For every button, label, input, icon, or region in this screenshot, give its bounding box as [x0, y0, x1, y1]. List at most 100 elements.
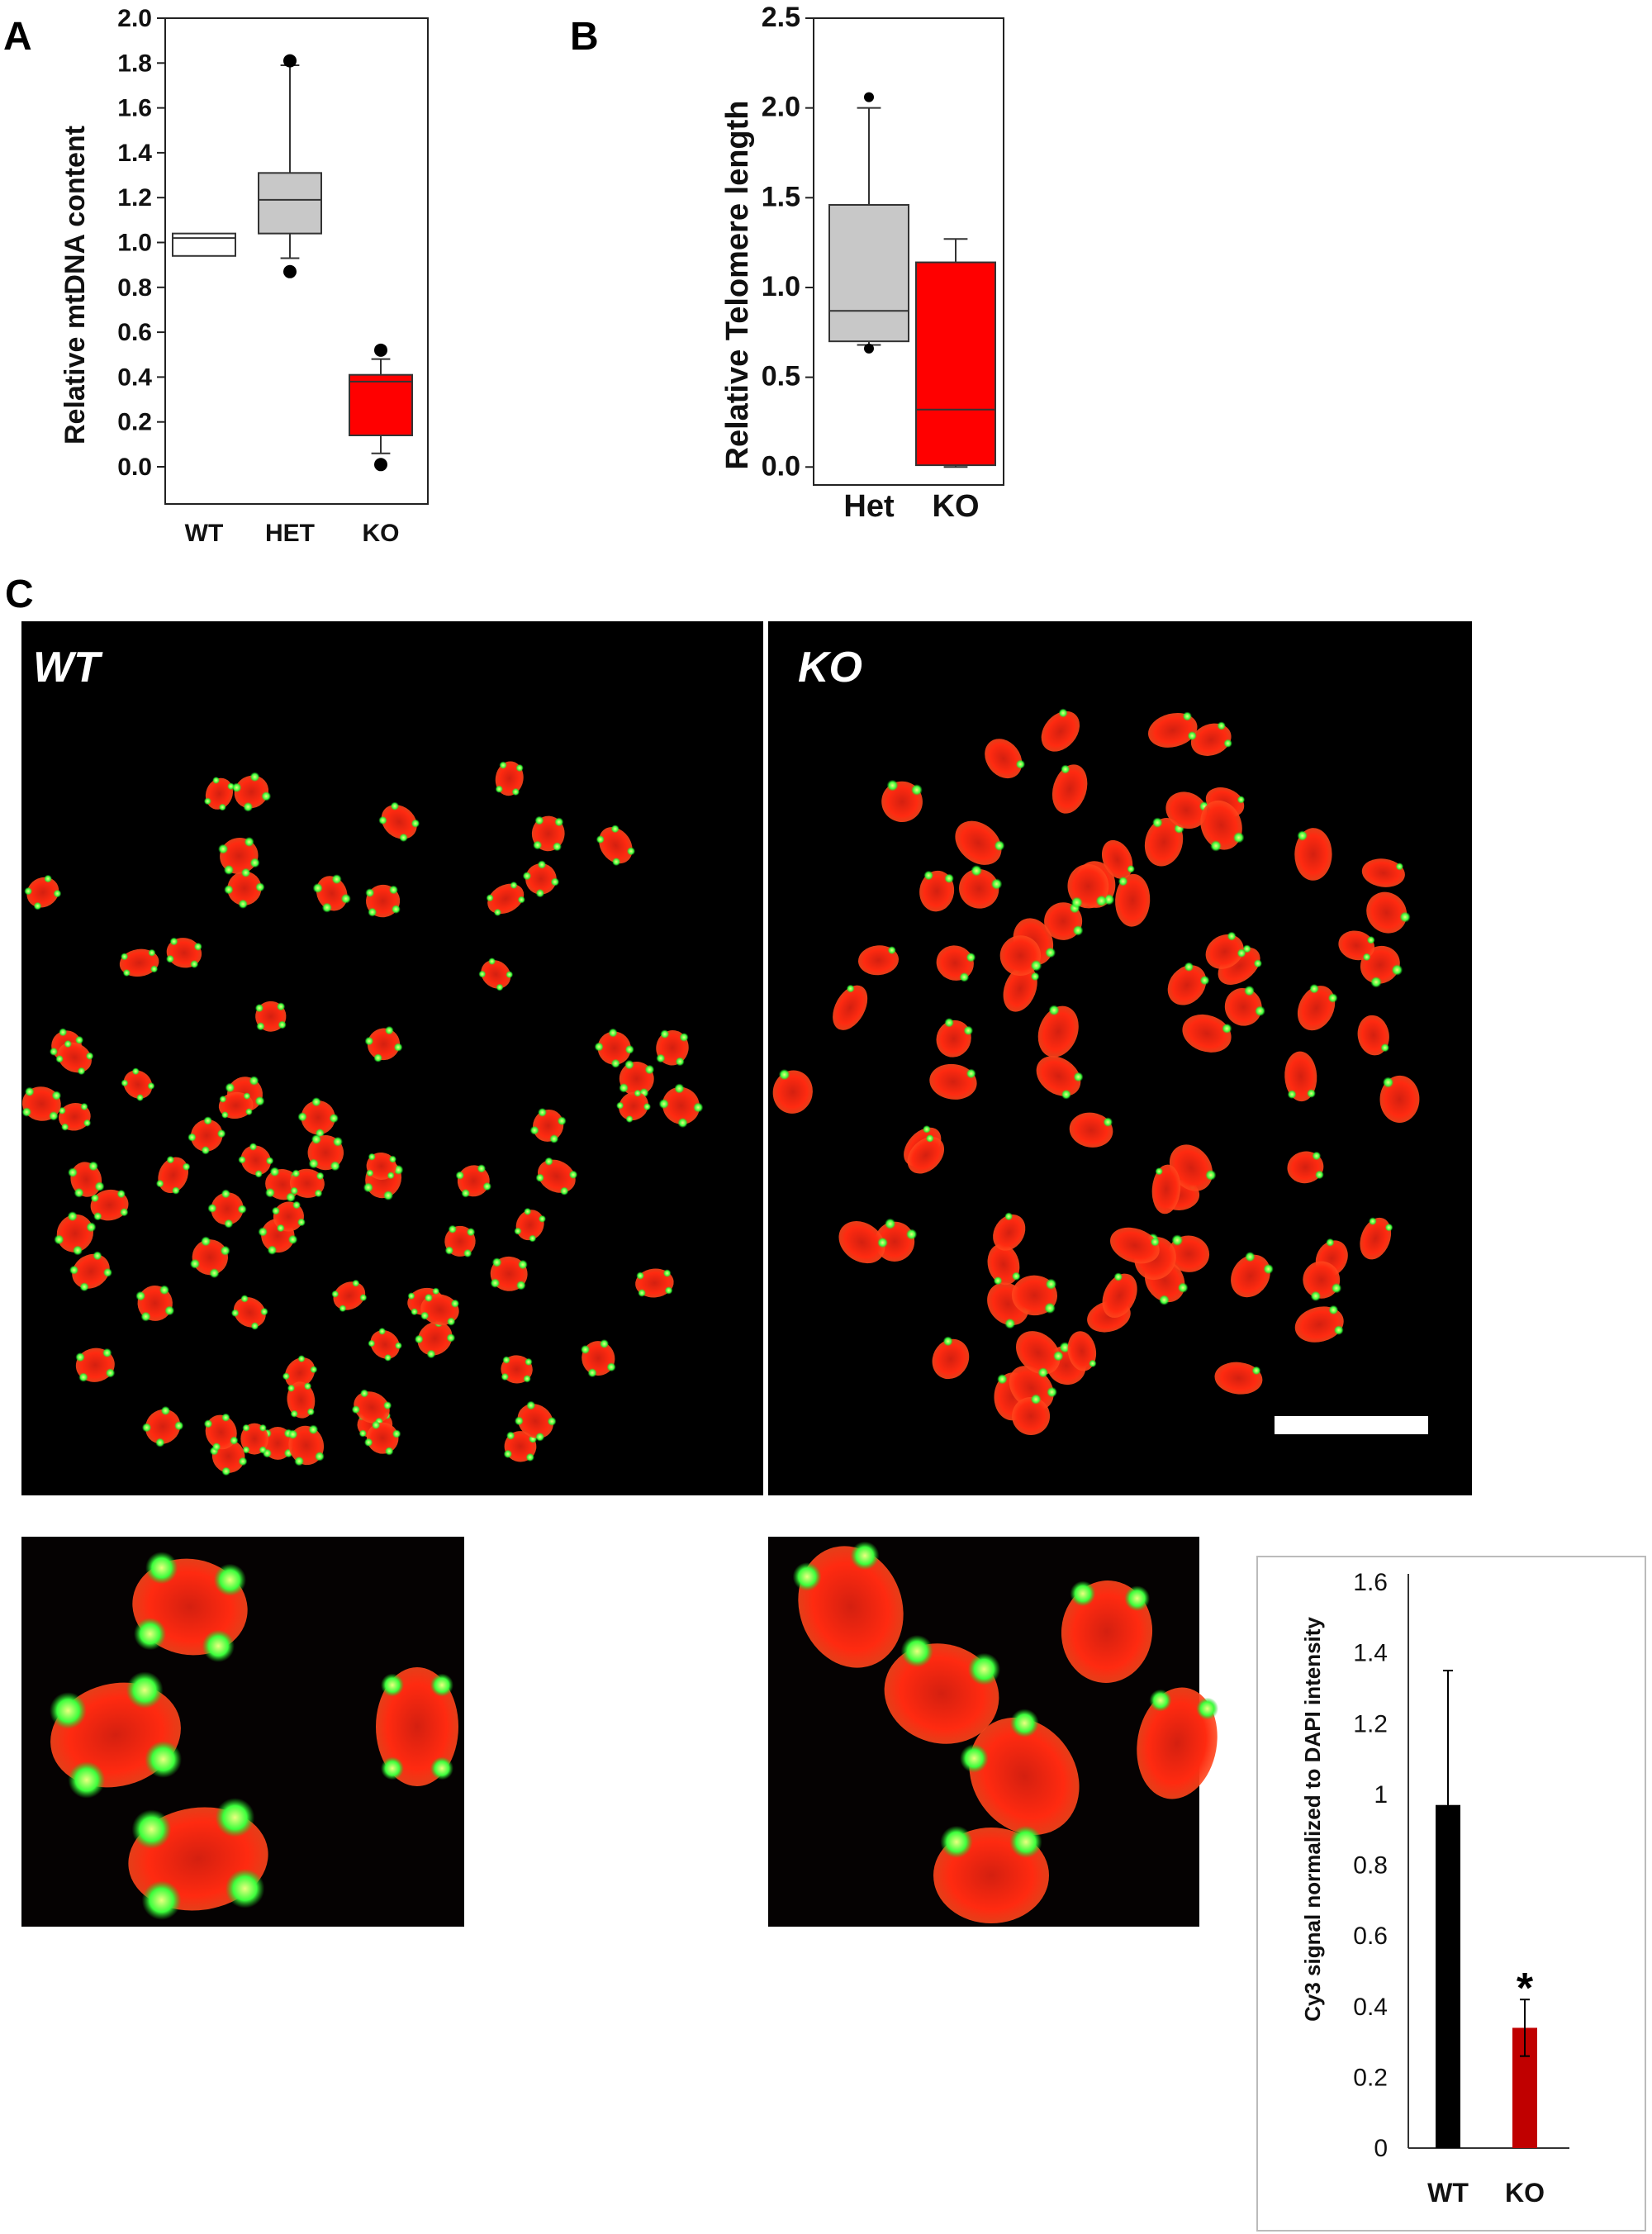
chromatid [987, 1243, 1020, 1286]
telomere-spot [282, 1372, 290, 1381]
telomere-spot [1095, 895, 1108, 907]
chart-c-cy3-barchart: Cy3 signal normalized to DAPI intensity … [1256, 1556, 1646, 2232]
chromosome [960, 1709, 1080, 1835]
chromatid [240, 1145, 272, 1176]
chromosome [1169, 1144, 1217, 1191]
chromosome [1151, 1164, 1181, 1214]
chromosome [999, 935, 1042, 976]
telomere-spot [172, 1186, 180, 1195]
chromosome [1115, 873, 1151, 927]
chromosome [75, 1348, 116, 1382]
chromatid [619, 1091, 648, 1121]
telomere-spot [887, 946, 896, 955]
telomere-spot [363, 1438, 373, 1447]
telomere-spot [846, 984, 855, 993]
chromosome [1284, 1051, 1317, 1102]
chartB-box-het [828, 92, 909, 354]
telomere-spot [518, 1259, 528, 1270]
chromatid [205, 1414, 237, 1450]
panel-letter-c: C [5, 573, 34, 616]
telomere-spot [188, 1133, 197, 1142]
telomere-spot [93, 1211, 102, 1221]
telomere-spot [94, 1181, 105, 1192]
chartA-ytick-label: 1.6 [117, 95, 152, 122]
chromosome [907, 1134, 945, 1174]
telomere-spot [1150, 1237, 1160, 1247]
chromosome [1287, 1151, 1324, 1184]
telomere-spot [1327, 993, 1338, 1003]
telomere-spot [1222, 1023, 1232, 1034]
chromatid [1297, 986, 1336, 1031]
chart-c-category-label: KO [1505, 2178, 1545, 2208]
telomere-spot [147, 1081, 155, 1090]
chromosome [366, 1152, 397, 1180]
chromatid [190, 1119, 223, 1152]
telomere-spot [393, 1043, 403, 1052]
telomere-spot [411, 1308, 419, 1316]
chromosome [875, 1218, 918, 1262]
telomere-spot [215, 1798, 255, 1837]
telomere-spot [136, 1093, 145, 1102]
chromatid [1037, 1005, 1079, 1058]
chromosome [503, 1431, 538, 1462]
telomere-spot [660, 1029, 670, 1039]
chromosome [141, 1405, 184, 1447]
telomere-spot [524, 1207, 532, 1216]
telomere-spot [297, 1218, 306, 1227]
telomere-spot [286, 1192, 296, 1203]
telomere-spot [778, 1068, 790, 1081]
telomere-spot [93, 1251, 102, 1261]
chromatid [959, 868, 999, 909]
chartB-category-label: Het [843, 489, 895, 524]
telomere-spot [221, 1466, 231, 1476]
telomere-spot [64, 1039, 73, 1048]
telomere-spot [482, 1181, 492, 1191]
telomere-spot [365, 888, 375, 898]
chromosome [238, 1143, 274, 1178]
telomere-spot [610, 825, 620, 834]
chromosome [455, 1164, 492, 1198]
telomere-spot [463, 1248, 472, 1258]
chromosome [207, 1189, 247, 1229]
telomere-spot [212, 777, 221, 785]
panel-letter-b: B [570, 15, 599, 59]
chromosome [490, 1256, 528, 1291]
chartB-ytick-label: 0.0 [762, 450, 800, 482]
outlier-point [864, 343, 874, 354]
telomere-spot [223, 864, 235, 875]
telomere-spot [619, 1082, 629, 1093]
telomere-spot [255, 882, 265, 892]
telomere-spot [306, 1408, 315, 1416]
telomere-spot [61, 1123, 69, 1131]
telomere-spot [522, 871, 532, 881]
chromosome [955, 820, 1005, 865]
chromatid [233, 1297, 266, 1328]
chromosome [90, 1189, 129, 1221]
telomere-spot [297, 1112, 307, 1122]
chromosome [858, 945, 899, 976]
telomere-spot [1171, 1234, 1184, 1247]
telomere-spot [384, 1025, 394, 1035]
telomere-spot [311, 1097, 321, 1107]
telomere-spot [131, 1067, 140, 1076]
telomere-spot [900, 1634, 933, 1668]
chromosome [1137, 1687, 1219, 1799]
outlier-point [283, 264, 297, 278]
telomere-spot [993, 1276, 1003, 1286]
chartA-ytick-label: 1.2 [117, 184, 152, 212]
telomere-spot [587, 1368, 597, 1378]
chromosome [838, 1221, 889, 1264]
telomere-spot [1382, 1077, 1394, 1088]
telomere-spot [1113, 1272, 1123, 1281]
telomere-spot [1127, 865, 1135, 873]
telomere-spot [390, 801, 400, 810]
telomere-spot [664, 1286, 673, 1295]
chromosome [933, 1825, 1049, 1923]
telomere-spot [1315, 1170, 1324, 1180]
telomere-spot [256, 1022, 265, 1031]
telomere-spot [466, 1227, 476, 1237]
significance-star: * [1517, 1965, 1534, 2013]
telomere-spot [1297, 830, 1308, 841]
telomere-spot [634, 1089, 642, 1097]
telomere-spot [249, 858, 260, 868]
